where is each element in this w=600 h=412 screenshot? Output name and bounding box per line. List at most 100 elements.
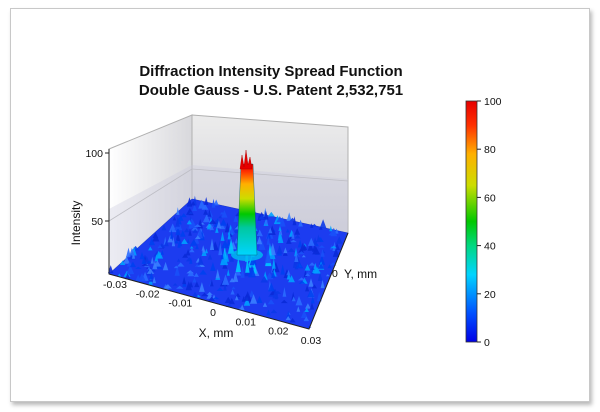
- surface-spike: [180, 238, 188, 244]
- x-tick-label: 0.01: [235, 316, 256, 328]
- surface-spike: [151, 268, 156, 272]
- x-tick-label: -0.03: [103, 279, 127, 291]
- surface-spike: [266, 309, 271, 316]
- surface-spike: [286, 237, 292, 244]
- surface-spike: [313, 267, 321, 274]
- surface-spike: [176, 285, 184, 289]
- surface-spike: [210, 262, 216, 271]
- surface-spike: [220, 231, 225, 241]
- chart-frame: Diffraction Intensity Spread Function Do…: [10, 8, 590, 402]
- surface-spike: [176, 262, 185, 267]
- surface-spike: [200, 292, 209, 297]
- surface-spike: [193, 272, 199, 277]
- y-axis-label: Y, mm: [344, 267, 377, 281]
- surface-spike: [297, 277, 306, 281]
- surface-spike: [125, 273, 131, 280]
- surface-spike: [305, 270, 312, 275]
- surface-spike: [234, 295, 239, 301]
- surface-spike: [221, 239, 230, 249]
- surface-spike: [248, 265, 256, 278]
- surface-spike: [141, 263, 149, 266]
- colorbar-tick-label: 80: [484, 144, 496, 156]
- surface-spike: [280, 299, 288, 304]
- surface-spike: [175, 231, 181, 242]
- surface-spike: [175, 224, 180, 230]
- colorbar-ticks: 0 20 40 60 80 100: [477, 96, 502, 349]
- surface-spike: [209, 224, 214, 231]
- surface-spike: [216, 287, 224, 291]
- surface-spike: [135, 266, 142, 269]
- surface-spike: [192, 204, 198, 211]
- surface-spike: [148, 237, 155, 246]
- surface-spike: [185, 281, 192, 291]
- surface-spike: [245, 257, 250, 273]
- surface-spike: [215, 226, 219, 233]
- surface-spike: [160, 249, 164, 255]
- surface-spike: [161, 224, 167, 231]
- surface-spike: [276, 245, 283, 254]
- surface-spike: [287, 248, 295, 252]
- surface-spike: [147, 260, 152, 264]
- surface-spike: [298, 280, 306, 284]
- surface-spike: [307, 243, 314, 251]
- peak: [231, 149, 263, 261]
- surface-spike: [305, 285, 310, 292]
- surface-spike: [307, 237, 315, 246]
- surface-spike: [216, 220, 222, 229]
- surface-spike: [233, 215, 238, 222]
- surface-spike: [286, 271, 291, 280]
- chart-title-line-2: Double Gauss - U.S. Patent 2,532,751: [139, 82, 403, 99]
- x-tick-label: -0.01: [168, 298, 192, 310]
- surface-spike: [155, 250, 162, 259]
- surface-spike: [174, 239, 179, 244]
- surface-spike: [209, 238, 215, 250]
- surface-spike: [186, 197, 193, 207]
- surface-spike: [244, 291, 252, 301]
- surface-spike: [286, 269, 291, 276]
- z-tick-label-50: 50: [91, 216, 103, 228]
- surface-spike: [274, 290, 282, 294]
- surface-spike: [299, 242, 306, 251]
- x-tick-label: 0.03: [301, 335, 322, 347]
- surface-spike: [277, 232, 284, 243]
- surface-spike: [180, 213, 187, 218]
- surface-spike: [197, 256, 204, 265]
- surface-spike: [175, 225, 181, 236]
- surface-spike: [177, 258, 181, 262]
- colorbar-tick-label: 0: [484, 337, 490, 349]
- surface-spike: [119, 260, 126, 265]
- surface-spike: [174, 265, 180, 276]
- surface-spike: [308, 278, 314, 287]
- surface-spike: [303, 316, 310, 322]
- surface-spike: [184, 228, 190, 233]
- surface-spike: [228, 227, 236, 234]
- surface-spike: [329, 225, 333, 232]
- surface-spike: [240, 265, 245, 278]
- surface-spike: [311, 223, 318, 227]
- surface-spike: [243, 296, 251, 306]
- surface-spike: [190, 201, 196, 206]
- surface-spike: [239, 304, 245, 311]
- surface-spike: [117, 273, 122, 277]
- surface-spike: [164, 240, 169, 247]
- surface-spike: [149, 272, 154, 280]
- surface-spike: [208, 219, 217, 224]
- colorbar-tick-label: 60: [484, 192, 496, 204]
- surface-spike: [286, 311, 291, 319]
- surface-spike: [332, 247, 340, 257]
- surface-spike: [189, 239, 198, 246]
- surface-spike: [204, 248, 208, 254]
- surface-spike: [182, 276, 187, 285]
- surface-spike: [157, 244, 163, 249]
- surface-spike: [221, 274, 230, 285]
- surface-spike: [266, 235, 270, 245]
- surface-spike: [150, 256, 154, 264]
- surface-spike: [271, 261, 280, 273]
- z-axis-label: Intensity: [69, 201, 83, 246]
- surface-spike: [189, 257, 193, 264]
- surface-spike: [290, 239, 297, 243]
- colorbar-tick-label: 40: [484, 241, 496, 253]
- surface-spike: [228, 297, 235, 305]
- surface-spike: [296, 306, 301, 312]
- surface-spike: [304, 264, 311, 271]
